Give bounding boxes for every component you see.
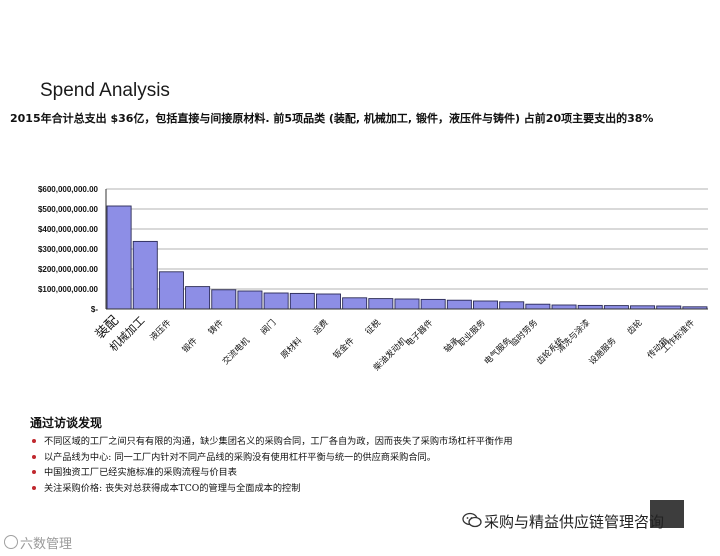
wechat-icon (462, 512, 482, 528)
summary-text: 2015年合计总支出 $36亿，包括直接与间接原材料. 前5项品类 (装配, 机… (10, 112, 654, 125)
x-tick-label: 阀门 (258, 317, 278, 337)
finding-item: 不同区域的工厂之间只有有限的沟通，缺少集团名义的采购合同，工厂各自为政，因而丧失… (30, 434, 650, 450)
bar-清洗与涂漆 (577, 304, 603, 310)
finding-text: 以产品线为中心: 同一工厂内针对不同产品线的采购没有使用杠杆平衡与统一的供应商采… (44, 451, 436, 463)
bar-装配 (106, 205, 132, 310)
x-tick-label: 齿轮 (625, 317, 645, 337)
bar-电子器件 (420, 298, 446, 310)
x-tick-label: 柴油发动机 (371, 335, 409, 373)
y-tick-label: $300,000,000.00 (38, 245, 99, 254)
bar-轴承 (446, 299, 472, 310)
page-title: Spend Analysis (40, 80, 170, 101)
bar-职业服务 (473, 300, 499, 310)
x-tick-label: 征税 (363, 317, 383, 337)
y-tick-label: $- (91, 305, 98, 314)
bullet-dot (32, 485, 36, 490)
finding-text: 中国独资工厂已经实施标准的采购流程与价目表 (44, 467, 237, 478)
corner-decoration (650, 500, 684, 528)
x-tick-label: 设施服务 (587, 335, 619, 367)
bar-征税 (368, 298, 394, 310)
x-tick-label: 铸件 (206, 317, 226, 337)
spend-bar-chart: $- $100,000,000.00 $200,000,000.00 $300,000… (38, 185, 708, 373)
x-tick-label: 液压件 (148, 317, 174, 343)
bar-交流电机 (237, 290, 263, 310)
y-tick-label: $100,000,000.00 (38, 285, 99, 294)
y-tick-label: $600,000,000.00 (38, 185, 99, 194)
bar-钣金件 (342, 297, 368, 310)
watermark-logo-icon (4, 535, 18, 549)
x-tick-label: 职业服务 (456, 317, 488, 349)
x-tick-label: 电子器件 (403, 317, 435, 349)
x-tick-label: 临时劳务 (508, 317, 540, 349)
y-tick-label: $500,000,000.00 (38, 205, 99, 214)
bar-阀门 (263, 292, 289, 310)
watermark-right: 采购与精益供应链管理咨询 (484, 513, 665, 531)
x-tick-label: 工作标准件 (659, 317, 697, 355)
x-tick-label: 原材料 (279, 335, 305, 361)
bullet-dot (32, 454, 36, 459)
finding-text: 关注采购价格: 丧失对总获得成本TCO的管理与全面成本的控制 (44, 482, 301, 494)
x-tick-label: 电气服务 (482, 335, 514, 367)
bar-原材料 (289, 292, 315, 310)
finding-item: 中国独资工厂已经实施标准的采购流程与价目表 (30, 465, 650, 481)
findings-list: 不同区域的工厂之间只有有限的沟通，缺少集团名义的采购合同，工厂各自为政，因而丧失… (30, 434, 650, 496)
bar-锻件 (185, 286, 211, 310)
watermark-left: 六数管理 (20, 537, 73, 552)
bullet-dot (32, 470, 36, 474)
x-tick-label: 钣金件 (331, 335, 357, 361)
bar-电气服务 (499, 301, 525, 310)
finding-item: 以产品线为中心: 同一工厂内针对不同产品线的采购没有使用杠杆平衡与统一的供应商采… (30, 450, 650, 466)
bar-铸件 (211, 289, 237, 310)
x-tick-label: 锻件 (180, 335, 200, 355)
y-tick-label: $200,000,000.00 (38, 265, 99, 274)
findings-title: 通过访谈发现 (30, 416, 103, 430)
bar-运费 (315, 293, 341, 310)
bar-柴油发动机 (394, 298, 420, 310)
finding-text: 不同区域的工厂之间只有有限的沟通，缺少集团名义的采购合同，工厂各自为政，因而丧失… (44, 436, 513, 447)
bar-设施服务 (603, 305, 629, 310)
bar-临时劳务 (525, 303, 551, 310)
x-tick-label: 清洗与涂漆 (554, 317, 592, 355)
bar-齿轮系统 (551, 304, 577, 310)
findings-section: 通过访谈发现 不同区域的工厂之间只有有限的沟通，缺少集团名义的采购合同，工厂各自… (30, 414, 650, 496)
bar-液压件 (158, 271, 184, 310)
bar-机械加工 (132, 240, 158, 310)
bullet-dot (32, 439, 36, 443)
y-tick-label: $400,000,000.00 (38, 225, 99, 234)
x-tick-label: 运费 (311, 317, 331, 337)
finding-item: 关注采购价格: 丧失对总获得成本TCO的管理与全面成本的控制 (30, 481, 650, 497)
x-tick-label: 交流电机 (220, 335, 252, 367)
